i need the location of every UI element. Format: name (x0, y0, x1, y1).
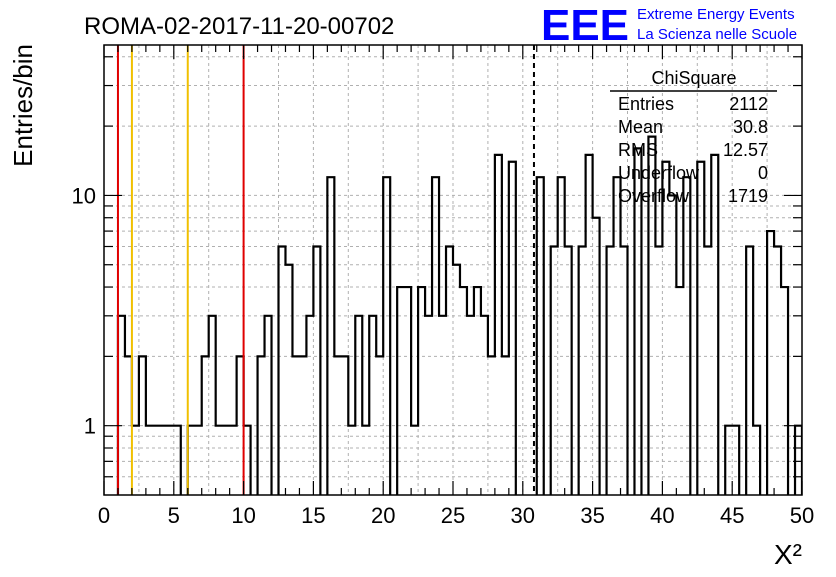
logo-line-2: La Scienza nelle Scuole (637, 26, 797, 43)
x-tick-label: 0 (98, 503, 110, 528)
stats-label-entries: Entries (618, 94, 674, 114)
x-tick-label: 10 (231, 503, 255, 528)
x-tick-label: 15 (301, 503, 325, 528)
stats-title: ChiSquare (651, 68, 736, 88)
run-title: ROMA-02-2017-11-20-00702 (84, 13, 394, 40)
eee-logo: EEE (541, 1, 629, 50)
frame-layer (103, 44, 803, 496)
grid-layer (104, 45, 802, 495)
stats-value-mean: 30.8 (733, 117, 768, 137)
stats-label-rms: RMS (618, 140, 658, 160)
y-tick-label: 10 (72, 183, 96, 208)
x-tick-label: 45 (720, 503, 744, 528)
tick-labels-layer: 0 5 10 15 20 25 30 35 40 45 50 1 10 (72, 183, 815, 528)
x-tick-label: 40 (650, 503, 674, 528)
stats-value-entries: 2112 (729, 94, 768, 114)
stats-label-mean: Mean (618, 117, 663, 137)
x-tick-label: 20 (371, 503, 395, 528)
x-axis-label: X² (774, 539, 802, 570)
stats-label-overflow: Overflow (618, 186, 690, 206)
x-tick-label: 50 (790, 503, 814, 528)
x-tick-label: 25 (441, 503, 465, 528)
stats-value-rms: 12.57 (723, 140, 768, 160)
y-axis-label: Entries/bin (8, 44, 38, 167)
x-tick-label: 5 (168, 503, 180, 528)
stats-label-underflow: Underflow (618, 163, 700, 183)
logo-line-1: Extreme Energy Events (637, 6, 795, 23)
stats-box: ChiSquare Entries 2112 Mean 30.8 RMS 12.… (610, 68, 777, 206)
y-tick-label: 1 (84, 414, 96, 439)
x-tick-label: 35 (580, 503, 604, 528)
stats-value-overflow: 1719 (728, 186, 768, 206)
marker-lines-layer (116, 45, 535, 495)
x-tick-label: 30 (511, 503, 535, 528)
stats-value-underflow: 0 (758, 163, 768, 183)
